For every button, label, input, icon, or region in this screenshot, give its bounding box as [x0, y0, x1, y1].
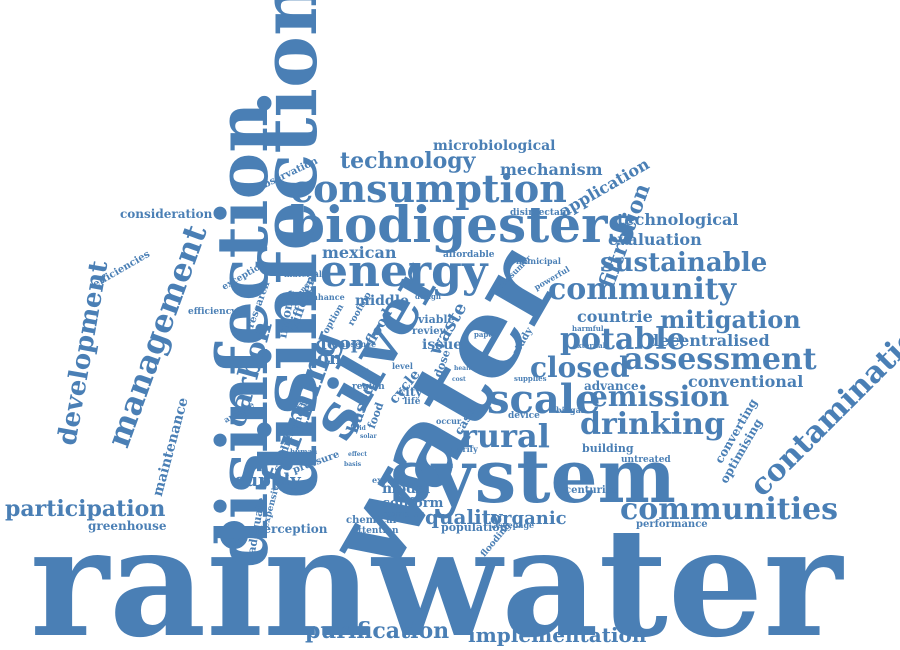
word-device: device: [508, 411, 540, 421]
word-energy: energy: [320, 246, 488, 297]
word-complex: complex: [382, 510, 424, 520]
word-supplies: supplies: [514, 374, 547, 383]
word-decentralised: decentralised: [648, 331, 770, 350]
word-performance: performance: [636, 519, 708, 530]
word-countrie: countrie: [577, 307, 653, 326]
word-region: region: [352, 382, 385, 392]
word-life: life: [404, 397, 421, 407]
word-absence: absence: [340, 339, 377, 349]
word-municipal: municipal: [516, 256, 561, 266]
word-city: city: [398, 385, 423, 399]
word-community: community: [548, 272, 737, 307]
word-human: human: [290, 447, 318, 456]
word-untreated: untreated: [621, 455, 671, 465]
word-attention: attention: [352, 526, 399, 536]
word-seepage: seepage: [498, 520, 535, 530]
word-design: design: [415, 292, 441, 301]
word-biodigesters: biodigesters: [290, 195, 636, 254]
word-level: level: [392, 361, 413, 371]
word-mexican: mexican: [322, 243, 397, 262]
word-ion: ion: [310, 348, 342, 369]
word-conventional: conventional: [688, 372, 804, 391]
word-emission: emission: [590, 380, 730, 413]
word-issue: issue: [422, 337, 463, 353]
word-purify: purify: [451, 444, 478, 454]
word-material: material: [284, 269, 322, 279]
word-viable: viable: [418, 313, 455, 326]
word-external: external: [573, 341, 606, 350]
word-explore: explore: [372, 475, 406, 485]
word-disinfectant: disinfectant: [510, 208, 571, 218]
word-microbiological: microbiological: [433, 138, 556, 154]
word-sustainable: sustainable: [600, 248, 768, 278]
word-communities: communities: [620, 492, 839, 527]
word-closed: closed: [530, 351, 630, 384]
word-basis: basis: [344, 461, 362, 468]
word-mechanism: mechanism: [500, 160, 603, 179]
word-biogas: biogas: [556, 405, 586, 415]
word-solar: solar: [360, 433, 377, 440]
word-loop: loop: [320, 333, 364, 354]
word-rural: rural: [460, 417, 550, 455]
word-consumption: consumption: [290, 166, 567, 211]
word-greenhouse: greenhouse: [88, 519, 167, 533]
word-centuries: centuries: [565, 485, 618, 496]
word-organic: organic: [490, 508, 567, 529]
word-health: health: [454, 365, 476, 372]
word-harmful: harmful: [572, 324, 604, 333]
word-clean: clean: [351, 367, 369, 374]
word-mitigation: mitigation: [660, 305, 801, 334]
word-quality: quality: [425, 505, 503, 529]
word-development: development: [52, 258, 115, 448]
word-maintenance: maintenance: [149, 395, 192, 499]
word-occur: occur: [436, 416, 462, 426]
word-implementation: implementation: [468, 623, 647, 647]
word-technological: technological: [617, 210, 739, 229]
word-perception: perception: [255, 522, 328, 536]
word-assessment: assessment: [624, 342, 817, 377]
word-system: system: [390, 434, 676, 520]
word-coliform: coliform: [382, 496, 444, 511]
word-participation: participation: [5, 496, 166, 522]
word-paper: paper: [474, 330, 497, 339]
word-grid: grid: [352, 425, 366, 432]
word-purification: purification: [305, 618, 450, 644]
word-management: management: [98, 219, 215, 453]
word-evaluation: evaluation: [608, 230, 702, 249]
word-scale: scale: [487, 376, 601, 423]
word-supply: supply: [235, 470, 301, 491]
word-effect: effect: [348, 451, 367, 458]
word-chemical: chemical: [346, 515, 397, 526]
word-drinking: drinking: [580, 407, 725, 442]
word-affordable: affordable: [443, 250, 495, 260]
word-population: population: [441, 521, 508, 534]
word-technology: technology: [340, 148, 476, 174]
word-enhance: enhance: [307, 292, 345, 302]
word-efficiency: efficiency: [188, 307, 237, 317]
word-review: review: [412, 326, 449, 337]
word-advance: advance: [584, 379, 639, 393]
word-cost: cost: [452, 376, 466, 383]
word-building: building: [582, 442, 634, 455]
word-rainwater: rainwater: [30, 495, 843, 650]
word-model: model: [382, 481, 431, 497]
word-middle: middle: [355, 293, 409, 309]
word-consideration: consideration: [120, 207, 213, 221]
word-potable: potable: [560, 322, 686, 357]
